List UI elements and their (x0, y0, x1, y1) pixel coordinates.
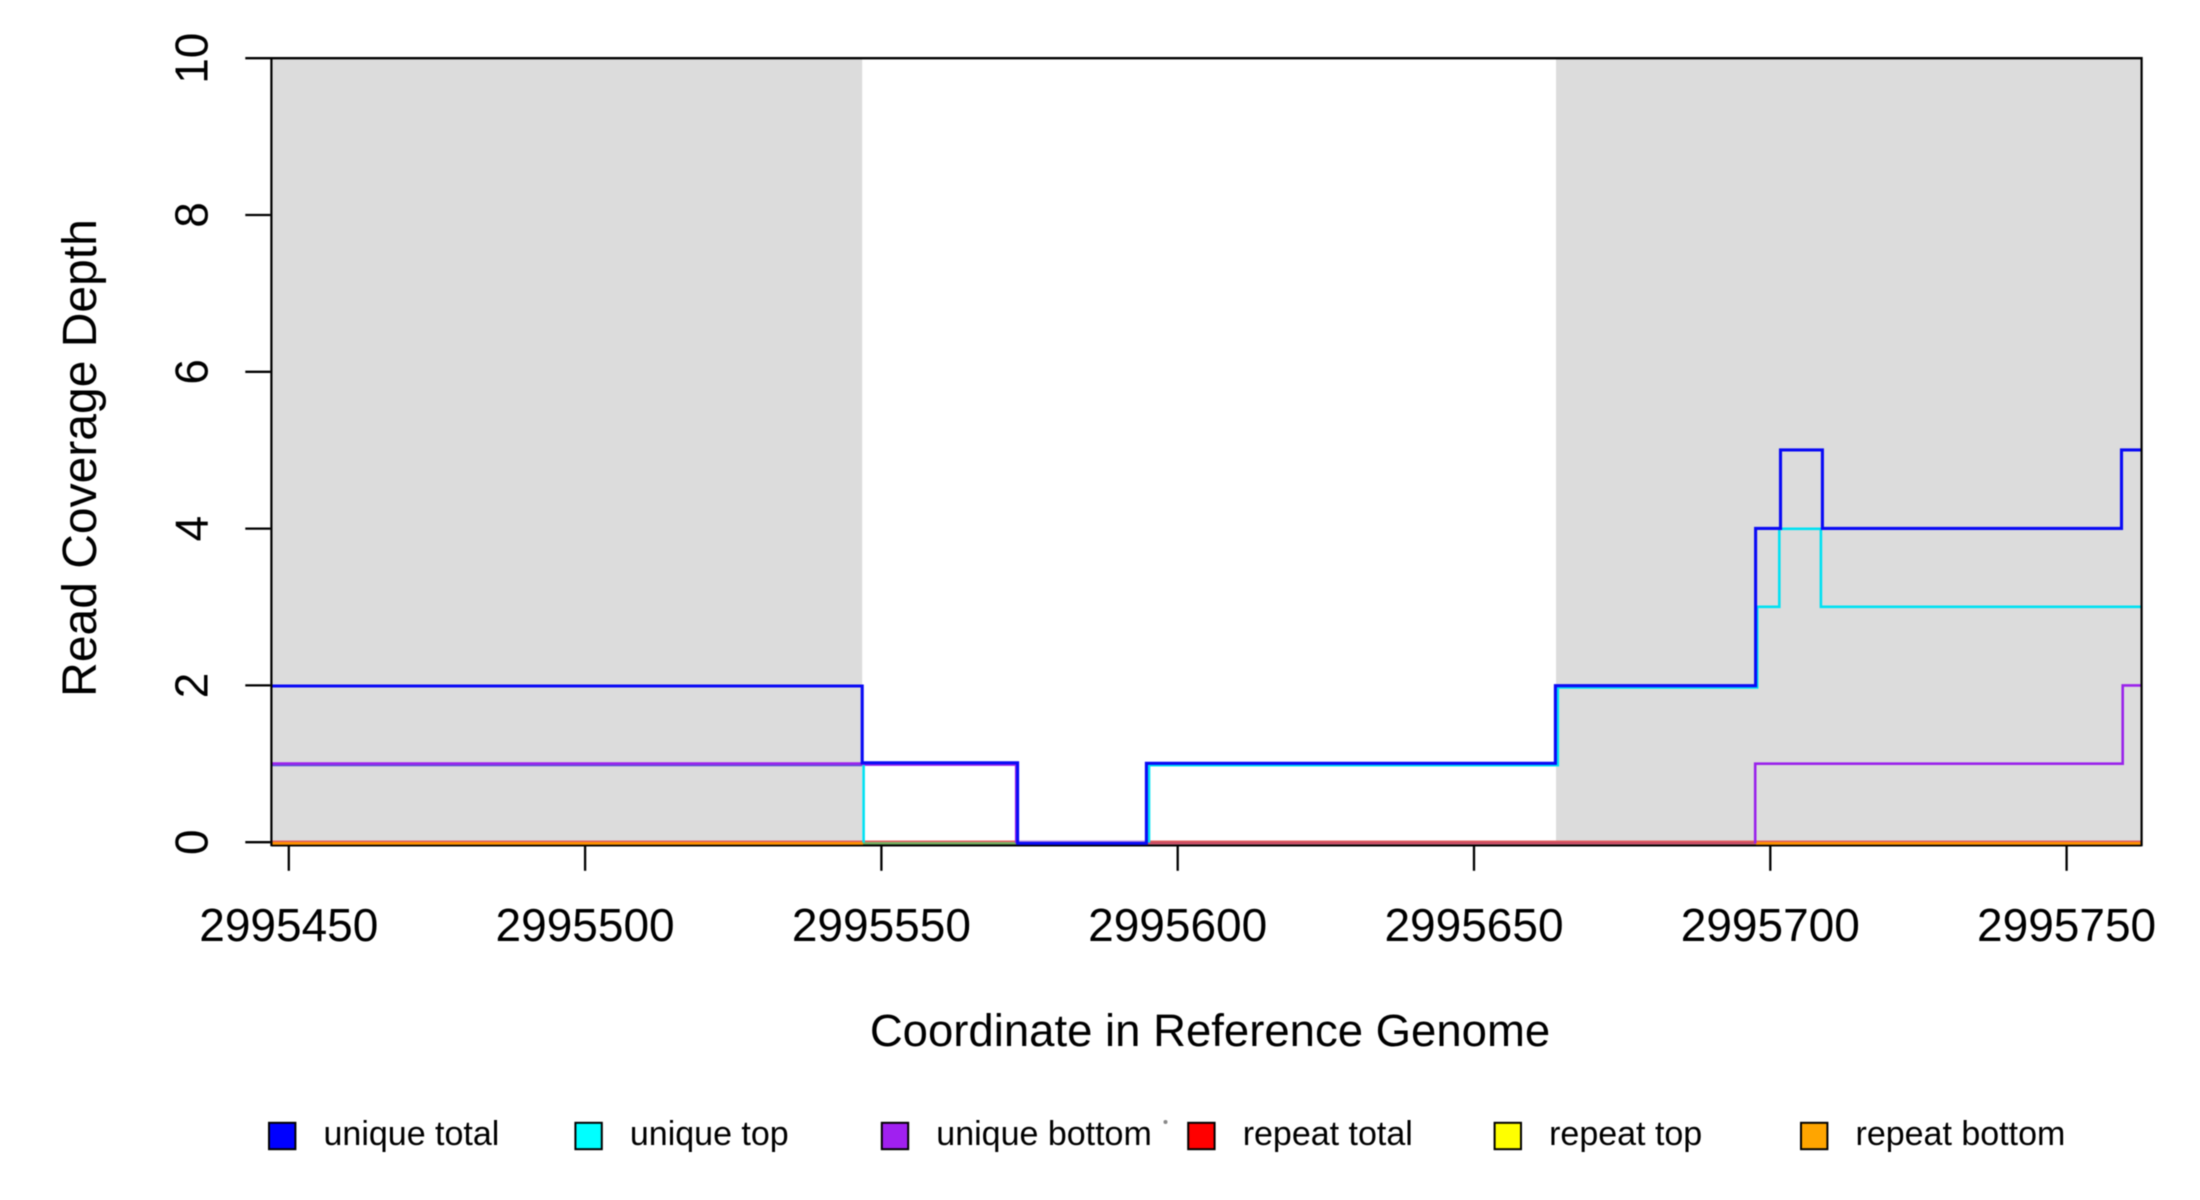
svg-text:4: 4 (166, 516, 218, 542)
svg-text:Read Coverage Depth: Read Coverage Depth (54, 219, 107, 697)
svg-text:6: 6 (166, 359, 218, 385)
svg-text:repeat total: repeat total (1243, 1115, 1413, 1153)
svg-text:2995550: 2995550 (792, 899, 971, 951)
svg-text:2995750: 2995750 (1977, 899, 2156, 951)
svg-text:unique total: unique total (324, 1115, 500, 1153)
svg-text:unique bottom: unique bottom (936, 1115, 1152, 1153)
svg-text:2995650: 2995650 (1384, 899, 1563, 951)
svg-text:2995500: 2995500 (496, 899, 675, 951)
svg-text:Coordinate in Reference Genome: Coordinate in Reference Genome (870, 1005, 1550, 1056)
svg-text:10: 10 (166, 33, 218, 84)
svg-text:2995450: 2995450 (199, 899, 378, 951)
svg-text:8: 8 (166, 202, 218, 228)
svg-text:unique top: unique top (630, 1115, 789, 1153)
svg-text:2995600: 2995600 (1088, 899, 1267, 951)
svg-text:repeat bottom: repeat bottom (1856, 1115, 2066, 1153)
svg-text:2: 2 (166, 673, 218, 699)
svg-text:2995700: 2995700 (1681, 899, 1860, 951)
svg-text:0: 0 (166, 829, 218, 855)
svg-text:repeat top: repeat top (1549, 1115, 1702, 1153)
